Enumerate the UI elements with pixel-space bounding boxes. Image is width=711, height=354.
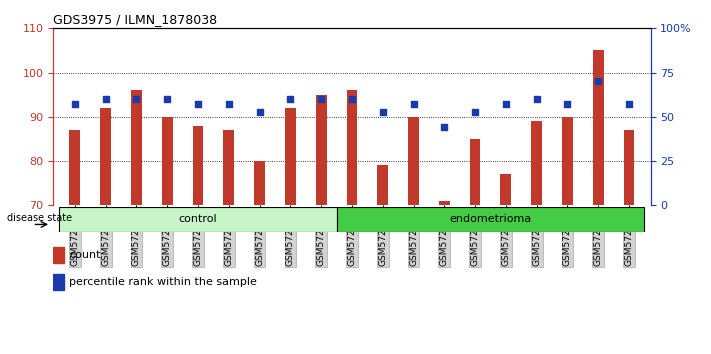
Bar (316, 95, 326, 205)
Bar (162, 117, 173, 205)
Point (531, 96, 542, 102)
Text: control: control (178, 215, 218, 224)
Bar (255, 161, 265, 205)
Point (193, 102, 204, 107)
Bar (60, 207, 336, 232)
Bar (53, 274, 64, 290)
Bar (336, 207, 644, 232)
Bar (562, 117, 573, 205)
Bar (531, 121, 542, 205)
Point (377, 109, 388, 114)
Bar (223, 130, 234, 205)
Point (254, 109, 265, 114)
Point (469, 109, 481, 114)
Point (100, 96, 112, 102)
Text: endometrioma: endometrioma (449, 215, 532, 224)
Point (161, 96, 173, 102)
Bar (470, 139, 481, 205)
Bar (439, 201, 449, 205)
Point (346, 96, 358, 102)
Point (624, 102, 635, 107)
Bar (53, 247, 64, 263)
Point (408, 102, 419, 107)
Bar (346, 90, 358, 205)
Bar (100, 108, 111, 205)
Bar (593, 50, 604, 205)
Bar (70, 130, 80, 205)
Text: GDS3975 / ILMN_1878038: GDS3975 / ILMN_1878038 (53, 13, 218, 26)
Bar (624, 130, 634, 205)
Point (439, 125, 450, 130)
Point (131, 96, 142, 102)
Text: disease state: disease state (7, 213, 73, 223)
Point (69, 102, 80, 107)
Point (500, 102, 511, 107)
Point (316, 96, 327, 102)
Bar (408, 117, 419, 205)
Point (562, 102, 573, 107)
Bar (378, 165, 388, 205)
Bar (193, 126, 203, 205)
Text: count: count (69, 250, 101, 260)
Bar (131, 90, 141, 205)
Bar (285, 108, 296, 205)
Point (223, 102, 235, 107)
Bar (501, 174, 511, 205)
Text: percentile rank within the sample: percentile rank within the sample (69, 277, 257, 287)
Point (592, 79, 604, 84)
Point (284, 96, 296, 102)
